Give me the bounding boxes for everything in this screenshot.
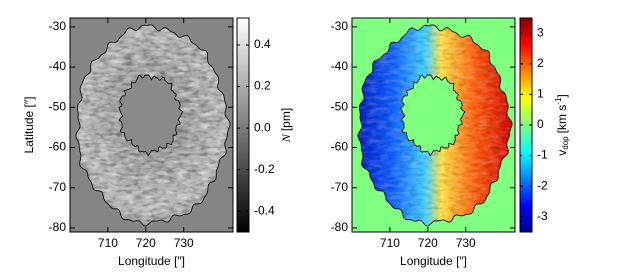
colorbar-label-part: [pm] — [279, 108, 293, 131]
plot-frame — [69, 17, 234, 233]
y-tick-label: -40 — [331, 59, 349, 73]
y-tick-label: -70 — [331, 180, 349, 194]
colorbar-tick-label: 0 — [537, 117, 544, 131]
colorbar-label-part: [km s — [555, 105, 569, 134]
x-tick-label: 710 — [98, 236, 118, 250]
colorbar-tick-label: 1 — [537, 87, 544, 101]
colorbar-label: vdop [km s-1] — [554, 94, 570, 156]
colorbar-tick-label: 0.4 — [254, 37, 271, 51]
colorbar-label-part: N — [279, 133, 293, 143]
colorbar — [236, 17, 250, 233]
colorbar-tick-label: -2 — [537, 178, 548, 192]
umbra — [118, 74, 184, 157]
umbra — [400, 74, 466, 157]
colorbar-label: N [pm] — [279, 108, 293, 143]
colorbar-tick-label: -0.4 — [254, 203, 275, 217]
y-tick-label: -60 — [331, 140, 349, 154]
y-tick-label: -70 — [49, 180, 67, 194]
x-tick-label: 710 — [380, 236, 400, 250]
spot-outline — [357, 24, 513, 227]
colorbar-tick-label: -1 — [537, 148, 548, 162]
spot-outline — [75, 24, 231, 227]
x-tick-label: 720 — [418, 236, 438, 250]
colorbar-label-part: ] — [555, 94, 569, 97]
y-tick-label: -80 — [49, 220, 67, 234]
x-axis-label: Longitude [″] — [400, 254, 467, 268]
y-tick-label: -80 — [331, 220, 349, 234]
colorbar-tick-label: -0.2 — [254, 162, 275, 176]
y-tick-label: -30 — [49, 19, 67, 33]
x-tick-label: 730 — [174, 236, 194, 250]
y-tick-label: -50 — [49, 99, 67, 113]
colorbar-tick-label: 3 — [537, 25, 544, 39]
x-axis-label: Longitude [″] — [118, 254, 185, 268]
x-tick-label: 730 — [456, 236, 476, 250]
y-tick-label: -30 — [331, 19, 349, 33]
colorbar-label-part: v — [555, 150, 569, 156]
colorbar-label-part: -1 — [554, 97, 563, 105]
colorbar-tick-label: -3 — [537, 209, 548, 223]
x-tick-label: 720 — [136, 236, 156, 250]
colorbar-tick-label: 2 — [537, 56, 544, 70]
y-tick-label: -60 — [49, 140, 67, 154]
plot-frame — [351, 17, 516, 233]
colorbar-label-part: dop — [561, 136, 570, 150]
y-tick-label: -50 — [331, 99, 349, 113]
y-axis-label: Latitude [″] — [22, 97, 36, 154]
y-tick-label: -40 — [49, 59, 67, 73]
colorbar-tick-label: 0.0 — [254, 120, 271, 134]
colorbar-tick-label: 0.2 — [254, 79, 271, 93]
